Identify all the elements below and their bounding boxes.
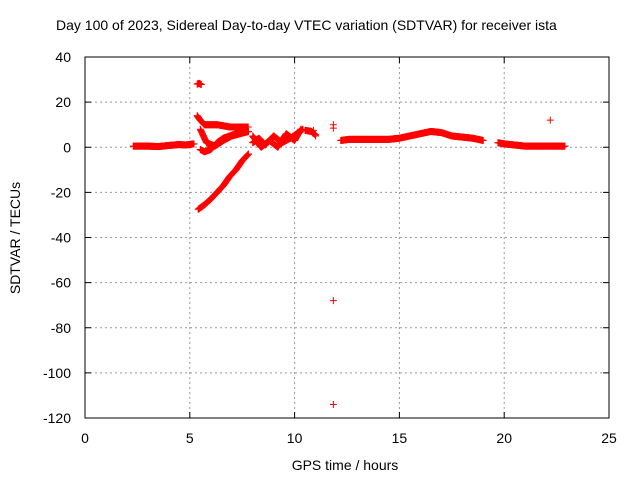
data-point	[197, 81, 205, 89]
y-tick-label: -20	[51, 184, 71, 200]
data-points	[129, 79, 569, 408]
axis-ticks: 0 5 10 15 20 25 -120 -100 -80 -60 -40 -20 0 20 40	[43, 49, 617, 446]
x-tick-label: 10	[287, 430, 303, 446]
y-tick-label: 0	[63, 139, 71, 155]
y-tick-label: -100	[43, 365, 71, 381]
y-axis-title: SDTVAR / TECUs	[7, 182, 23, 294]
x-tick-label: 25	[601, 430, 617, 446]
outlier-point	[546, 116, 554, 124]
data-point	[244, 127, 252, 135]
data-point	[244, 150, 252, 158]
x-tick-label: 20	[496, 430, 512, 446]
outlier-point	[329, 124, 337, 132]
chart-title: Day 100 of 2023, Sidereal Day-to-day VTE…	[56, 17, 557, 33]
data-point	[297, 125, 305, 133]
outlier-point	[312, 132, 320, 140]
outlier-point	[329, 297, 337, 305]
x-axis-title: GPS time / hours	[292, 457, 399, 473]
data-point	[561, 142, 569, 150]
y-tick-label: -120	[43, 410, 71, 426]
grid-lines	[85, 57, 609, 418]
x-tick-label: 0	[81, 430, 89, 446]
y-tick-label: 40	[55, 49, 71, 65]
y-tick-label: -40	[51, 230, 71, 246]
y-tick-label: 20	[55, 94, 71, 110]
x-tick-label: 5	[186, 430, 194, 446]
y-tick-label: -60	[51, 275, 71, 291]
x-tick-label: 15	[392, 430, 408, 446]
outlier-point	[309, 126, 317, 134]
outlier-point	[329, 400, 337, 408]
y-tick-label: -80	[51, 320, 71, 336]
data-point	[479, 136, 487, 144]
data-point	[190, 140, 198, 148]
